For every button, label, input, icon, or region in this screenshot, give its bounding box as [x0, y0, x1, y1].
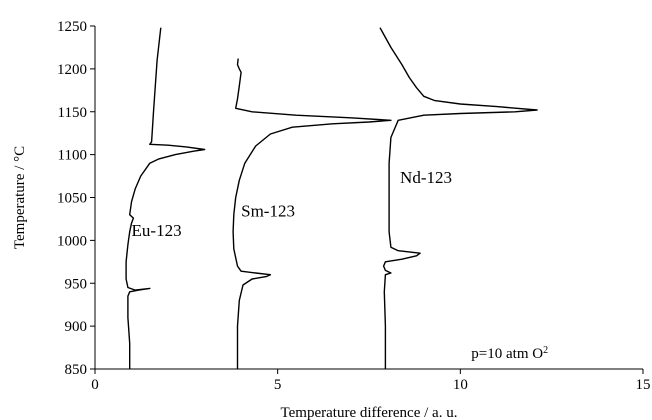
series-line-nd-123 [379, 27, 538, 369]
x-tick-label: 5 [274, 377, 282, 393]
y-tick-label: 1250 [57, 19, 87, 35]
pressure-annotation-text: p=10 atm O [471, 346, 543, 362]
y-tick-label: 1100 [58, 148, 87, 164]
y-tick-label: 1000 [57, 233, 87, 249]
y-tick-label: 950 [65, 276, 88, 292]
series-line-eu-123 [125, 27, 206, 369]
y-tick-label: 850 [65, 362, 88, 378]
x-tick-label: 15 [636, 377, 651, 393]
axis-ticks: 850 900 950 1000 1050 1100 1150 1200 1250 0 5 10 15 [57, 19, 651, 393]
plot-area [94, 26, 643, 370]
y-axis-title: Temperature / °C [12, 146, 28, 249]
y-tick-label: 900 [65, 319, 88, 335]
series-label-nd-123: Nd-123 [400, 168, 452, 187]
y-tick-label: 1200 [57, 62, 87, 78]
series-group [125, 27, 538, 369]
y-tick-label: 1150 [58, 105, 87, 121]
pressure-annotation: p=10 atm O2 [471, 344, 548, 362]
y-tick-label: 1050 [57, 191, 87, 207]
x-tick-label: 0 [91, 377, 99, 393]
series-label-sm-123: Sm-123 [241, 201, 295, 220]
pressure-annotation-superscript: 2 [543, 344, 548, 355]
x-axis-title: Temperature difference / a. u. [281, 405, 458, 420]
series-label-eu-123: Eu-123 [132, 221, 182, 240]
x-tick-label: 10 [453, 377, 468, 393]
series-labels: Eu-123 Sm-123 Nd-123 [132, 168, 452, 240]
series-line-sm-123 [232, 58, 392, 369]
